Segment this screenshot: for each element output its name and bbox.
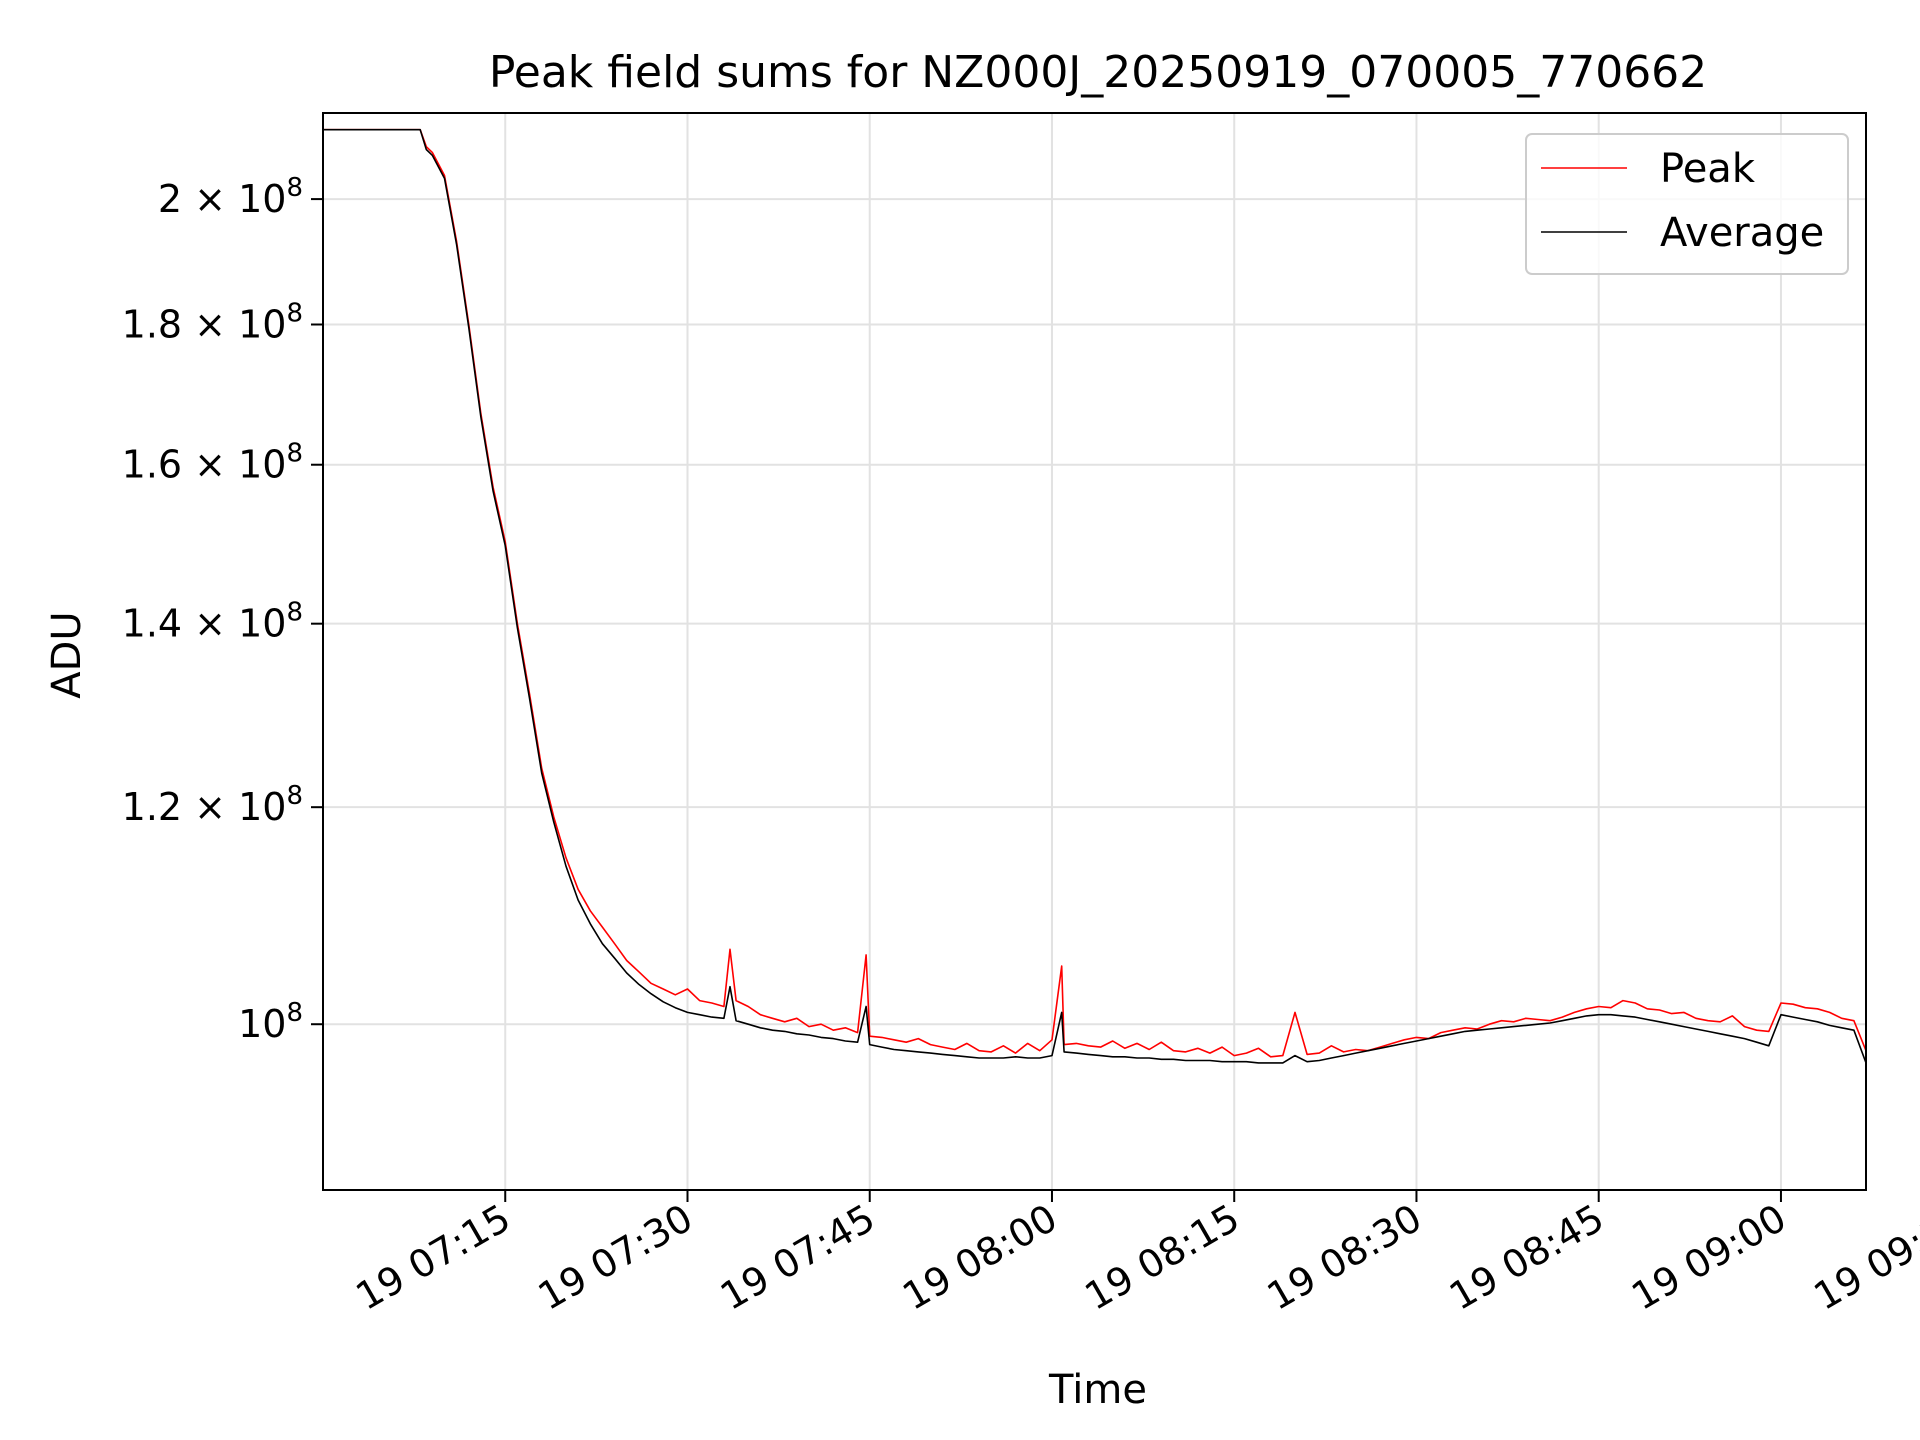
series-line-peak [323,128,1867,1058]
x-axis: 19 07:15 19 07:30 19 07:45 19 08:00 19 08:15… [349,1190,1920,1319]
legend: Peak Average [1525,133,1849,275]
x-tick-label: 19 09:15 [1807,1196,1920,1319]
y-tick-label: 1.8 × 108 [122,299,303,347]
legend-label-peak: Peak [1660,146,1756,192]
x-tick-label: 19 08:00 [895,1196,1064,1319]
legend-box [1525,133,1849,275]
series-layer [323,128,1867,1064]
x-tick-label: 19 07:15 [349,1196,518,1319]
chart-title: Peak field sums for NZ000J_20250919_0700… [489,47,1707,98]
plot-frame [322,112,1867,1191]
y-tick-label: 1.6 × 108 [122,439,303,487]
x-tick-label: 19 08:15 [1078,1196,1247,1319]
x-tick-label: 19 08:45 [1442,1196,1611,1319]
y-tick-label: 2 × 108 [158,173,303,221]
y-tick-label: 108 [238,998,303,1046]
y-axis-label: ADU [44,611,90,698]
series-line-average [323,128,1867,1064]
x-tick-label: 19 07:45 [713,1196,882,1319]
x-axis-label: Time [1048,1367,1147,1413]
x-tick-label: 19 09:00 [1624,1196,1793,1319]
y-tick-label: 1.2 × 108 [122,781,303,829]
y-tick-label: 1.4 × 108 [122,598,303,646]
y-axis: 108 1.2 × 108 1.4 × 108 1.6 × 108 1.8 × 108 2… [122,173,323,1046]
x-tick-label: 19 08:30 [1260,1196,1429,1319]
x-tick-label: 19 07:30 [531,1196,700,1319]
legend-label-average: Average [1660,210,1824,256]
